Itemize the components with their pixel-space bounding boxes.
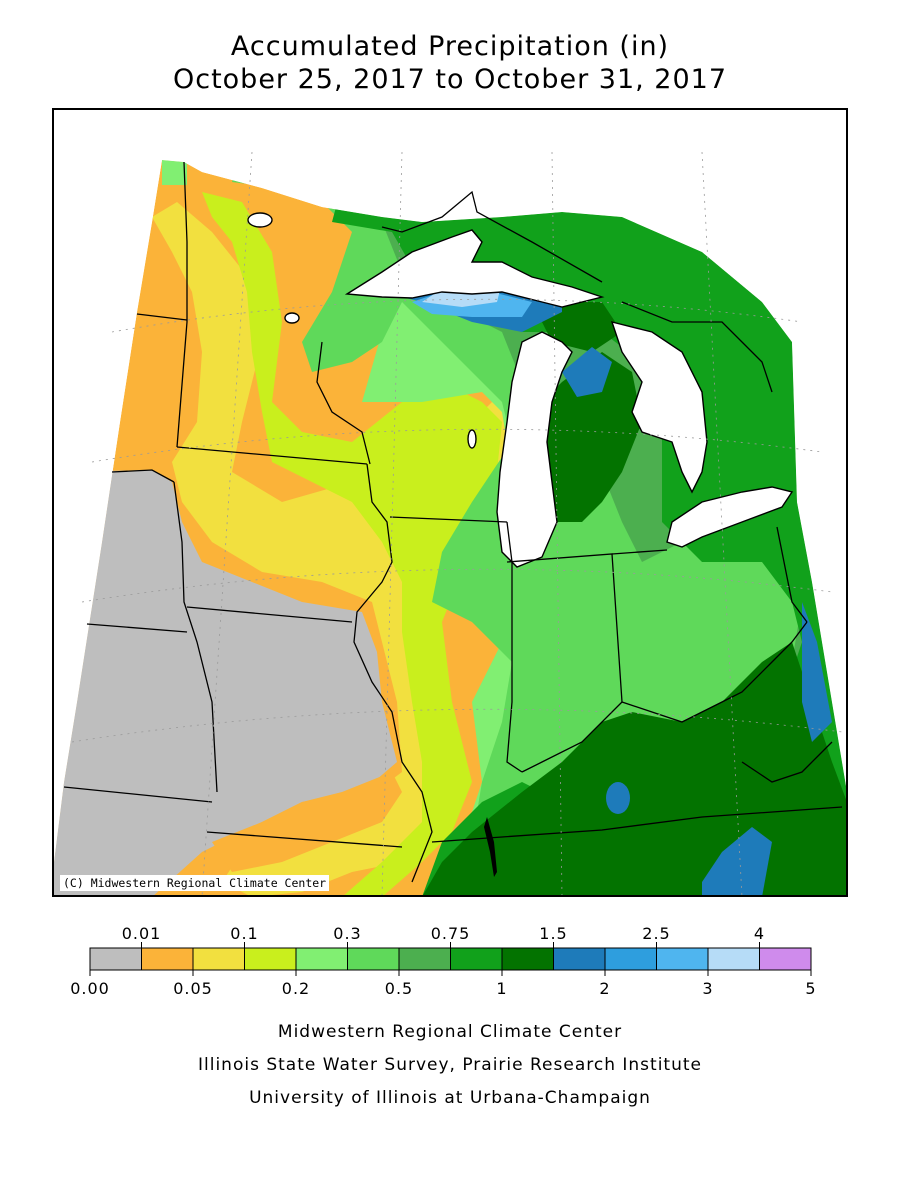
lake-red [247, 212, 273, 228]
border-international [381, 190, 603, 283]
legend-box-13 [759, 947, 812, 971]
border-mississippi [353, 463, 433, 883]
legend-top-label-5: 2.5 [642, 924, 670, 943]
legend-bottom-label-7: 5 [805, 979, 816, 998]
lake-mille-lacs [284, 312, 300, 324]
legend-bottom-label-2: 0.2 [282, 979, 310, 998]
zone-1.5-2-northern-michigan [562, 347, 612, 397]
legend-bottom-labels: 0.00 0.05 0.2 0.5 1 2 3 5 [70, 970, 816, 998]
copyright-label: (C) Midwestern Regional Climate Center [60, 875, 330, 891]
great-lakes [247, 212, 794, 568]
legend-box-6 [398, 947, 451, 971]
border-il-in [506, 521, 523, 773]
border-tn-ky [431, 806, 843, 843]
legend-bottom-label-4: 1 [496, 979, 507, 998]
footer-university: University of Illinois at Urbana-Champai… [249, 1088, 651, 1108]
border-sd-ne [111, 469, 175, 483]
zone-1-1.5-michigan [532, 352, 642, 522]
border-ia-mo [186, 606, 353, 623]
legend-box-1 [141, 947, 194, 971]
map-title: Accumulated Precipitation (in) [230, 31, 670, 62]
border-in-ky [521, 701, 623, 773]
zone-1.5-2-kentucky [606, 782, 630, 814]
graticule-lat-2 [81, 568, 833, 603]
map-date-range: October 25, 2017 to October 31, 2017 [172, 64, 727, 95]
border-ohio-river [621, 621, 808, 723]
legend-top-labels: 0.01 0.1 0.3 0.75 1.5 2.5 4 [122, 924, 765, 948]
footer-organization: Midwestern Regional Climate Center [277, 1022, 623, 1042]
state-borders [63, 161, 843, 883]
legend-top-label-0: 0.01 [122, 924, 162, 943]
border-mn-wi [316, 341, 371, 465]
legend-box-0 [89, 947, 142, 971]
zone-0.1-0.2 [202, 192, 502, 895]
lake-michigan [496, 331, 573, 568]
kentucky-lake [484, 817, 497, 877]
lake-superior [344, 229, 605, 308]
lake-erie [666, 486, 794, 548]
zone-no-data [54, 470, 397, 895]
outside-domain [54, 110, 846, 862]
border-oh-pa [776, 526, 808, 623]
legend-bottom-label-0: 0.00 [70, 979, 110, 998]
border-mi-oh [611, 549, 668, 555]
legend-box-10 [604, 947, 657, 971]
graticule-lat-4 [111, 298, 803, 333]
zone-1.5-2-east [802, 602, 832, 742]
border-mo-ar [206, 831, 403, 848]
legend-top-label-1: 0.1 [230, 924, 258, 943]
legend-box-7 [450, 947, 503, 971]
legend-box-5 [347, 947, 400, 971]
legend-box-3 [244, 947, 297, 971]
legend-color-boxes [89, 947, 812, 971]
legend-box-4 [295, 947, 348, 971]
footer-survey: Illinois State Water Survey, Prairie Res… [198, 1055, 702, 1075]
border-ne-ks [86, 623, 188, 633]
legend-top-label-6: 4 [754, 924, 765, 943]
legend-top-label-3: 0.75 [431, 924, 471, 943]
legend-box-12 [707, 947, 760, 971]
legend-box-2 [192, 947, 245, 971]
border-ky-va [741, 741, 833, 783]
border-ontario-north [621, 301, 773, 393]
border-ia-wi-il [389, 516, 508, 523]
zone-1-1.5-south [422, 642, 846, 895]
border-ks-ok [63, 786, 213, 803]
color-legend: 0.01 0.1 0.3 0.75 1.5 2.5 4 0.00 0.05 0.2 0.5 1 2 3 5 [70, 924, 816, 998]
map-canvas [54, 110, 846, 895]
graticule-lat-1 [91, 428, 823, 463]
precipitation-map: (C) Midwestern Regional Climate Center [52, 108, 848, 897]
zone-1.5-2-southeast [702, 827, 772, 895]
graticule-lon-3 [551, 151, 563, 895]
graticule-lon-2 [381, 151, 403, 895]
lake-winnebago [467, 429, 477, 449]
legend-top-label-4: 1.5 [539, 924, 567, 943]
legend-bottom-label-3: 0.5 [385, 979, 413, 998]
legend-top-label-2: 0.3 [333, 924, 361, 943]
border-sd-mn-south [176, 446, 368, 465]
legend-box-9 [553, 947, 606, 971]
border-ne-ia [173, 481, 218, 793]
legend-bottom-label-6: 3 [702, 979, 713, 998]
legend-box-8 [501, 947, 554, 971]
border-nd-mn [176, 161, 188, 448]
zone-0.2-0.3-corner [162, 160, 187, 185]
graticule [71, 151, 843, 895]
legend-box-11 [656, 947, 709, 971]
legend-bottom-label-5: 2 [599, 979, 610, 998]
legend-bottom-label-1: 0.05 [173, 979, 213, 998]
lake-huron [610, 321, 708, 494]
zone-0.01-0.05-south [212, 772, 402, 872]
border-nd-sd [136, 313, 188, 321]
